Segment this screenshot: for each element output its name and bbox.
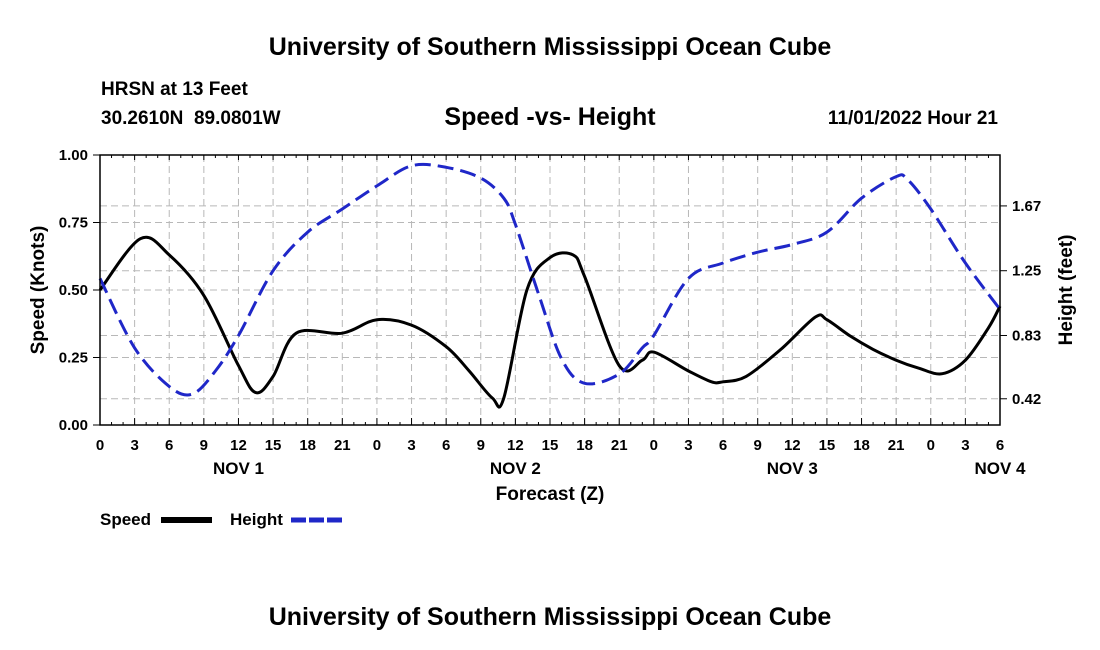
x-tick-label: 6 xyxy=(719,437,727,454)
x-tick-label: 6 xyxy=(996,437,1004,454)
x-tick-label: 12 xyxy=(784,437,801,454)
left-axis-label: Speed (Knots) xyxy=(28,226,49,355)
y-right-tick-label: 0.42 xyxy=(1012,391,1041,408)
datetime-label: 11/01/2022 Hour 21 xyxy=(828,108,998,129)
x-tick-label: 3 xyxy=(407,437,415,454)
x-tick-label: 15 xyxy=(265,437,282,454)
y-left-tick-label: 0.00 xyxy=(59,417,88,434)
x-tick-label: 3 xyxy=(961,437,969,454)
y-left-tick-label: 1.00 xyxy=(59,147,88,164)
plot-series xyxy=(98,162,1002,409)
legend-speed-label: Speed xyxy=(100,510,151,529)
day-label: NOV 2 xyxy=(490,459,541,478)
x-tick-label: 18 xyxy=(853,437,870,454)
legend-height-label: Height xyxy=(230,510,283,529)
x-tick-label: 12 xyxy=(507,437,524,454)
series-height-line xyxy=(98,162,1002,397)
coords-label: 30.2610N 89.0801W xyxy=(101,108,281,129)
chart-title: University of Southern Mississippi Ocean… xyxy=(269,33,832,61)
y-left-tick-label: 0.75 xyxy=(59,215,88,232)
x-tick-label: 21 xyxy=(888,437,905,454)
x-tick-label: 3 xyxy=(684,437,692,454)
x-tick-label: 9 xyxy=(200,437,208,454)
x-axis-label: Forecast (Z) xyxy=(496,484,605,505)
right-axis-label: Height (feet) xyxy=(1056,235,1077,346)
y-right-tick-label: 1.67 xyxy=(1012,198,1041,215)
legend: Speed Height xyxy=(100,510,342,529)
y-right-tick-label: 0.83 xyxy=(1012,328,1041,345)
x-tick-label: 21 xyxy=(611,437,628,454)
x-tick-label: 0 xyxy=(927,437,935,454)
x-tick-label: 0 xyxy=(373,437,381,454)
chart-subtitle: Speed -vs- Height xyxy=(444,103,656,131)
x-tick-label: 18 xyxy=(299,437,316,454)
station-label: HRSN at 13 Feet xyxy=(101,79,248,100)
y-left-tick-label: 0.50 xyxy=(59,282,88,299)
footer-title: University of Southern Mississippi Ocean… xyxy=(269,603,832,631)
y-left-tick-label: 0.25 xyxy=(59,350,88,367)
x-tick-label: 9 xyxy=(477,437,485,454)
x-tick-label: 15 xyxy=(542,437,559,454)
x-tick-label: 3 xyxy=(130,437,138,454)
x-tick-label: 6 xyxy=(165,437,173,454)
x-tick-label: 21 xyxy=(334,437,351,454)
x-tick-label: 12 xyxy=(230,437,247,454)
x-tick-label: 0 xyxy=(650,437,658,454)
x-tick-label: 0 xyxy=(96,437,104,454)
day-label: NOV 3 xyxy=(767,459,818,478)
day-label: NOV 4 xyxy=(974,459,1026,478)
x-tick-label: 18 xyxy=(576,437,593,454)
grid xyxy=(100,155,1000,425)
day-label: NOV 1 xyxy=(213,459,264,478)
axes: 0 3 6 9 12 15 18 21 0 3 6 9 12 15 18 21 0 3 6 9 12 15 18 21 0 3 6 N… xyxy=(59,147,1041,478)
x-tick-label: 9 xyxy=(754,437,762,454)
y-right-tick-label: 1.25 xyxy=(1012,263,1041,280)
x-tick-label: 15 xyxy=(819,437,836,454)
x-tick-label: 6 xyxy=(442,437,450,454)
series-speed-line xyxy=(98,235,1002,409)
